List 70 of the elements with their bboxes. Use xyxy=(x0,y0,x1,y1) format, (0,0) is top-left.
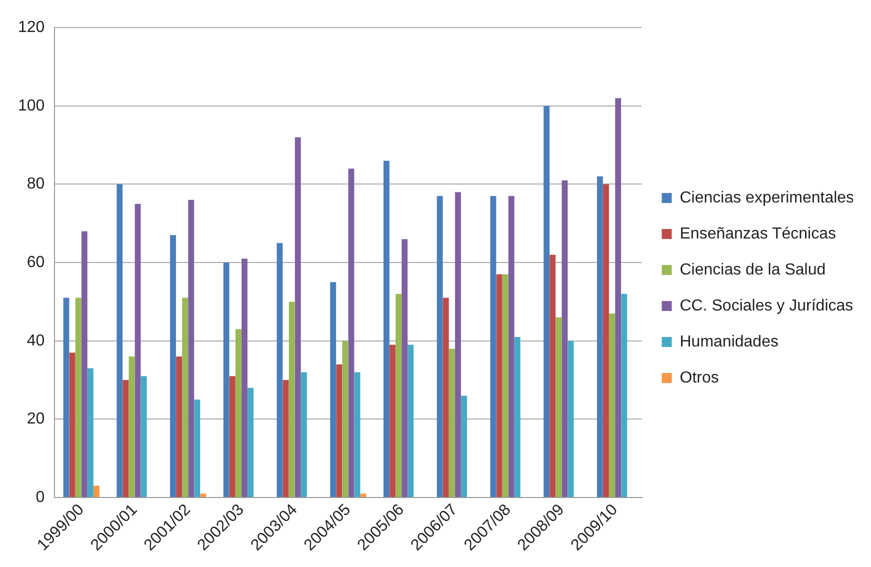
bar xyxy=(354,372,360,498)
bar xyxy=(550,254,556,498)
bar xyxy=(294,137,301,498)
bar xyxy=(248,388,254,498)
bar xyxy=(360,494,366,498)
bar xyxy=(596,176,603,498)
bar xyxy=(514,336,520,498)
bar xyxy=(94,486,100,498)
y-tick-label: 0 xyxy=(36,488,45,506)
bar xyxy=(544,106,550,498)
bar xyxy=(390,344,396,498)
y-tick-label: 20 xyxy=(26,410,45,428)
bar xyxy=(603,184,609,498)
bar xyxy=(396,294,402,498)
bar xyxy=(442,298,449,498)
bar xyxy=(87,368,94,498)
bar xyxy=(200,494,206,498)
bar xyxy=(508,196,514,498)
bar xyxy=(182,298,188,498)
y-tick-label: 80 xyxy=(26,176,45,193)
bar xyxy=(116,184,123,498)
bar xyxy=(621,294,628,498)
bar xyxy=(69,352,76,498)
bar xyxy=(490,196,496,498)
legend-label: Ciencias de la Salud xyxy=(680,261,826,278)
bar xyxy=(188,200,194,498)
legend-label: CC. Sociales y Jurídicas xyxy=(680,297,854,314)
bar xyxy=(223,262,230,498)
legend-label: Enseñanzas Técnicas xyxy=(680,225,836,242)
bar xyxy=(128,356,135,498)
bar xyxy=(176,356,182,498)
bar xyxy=(408,344,414,498)
bar xyxy=(242,258,248,498)
legend-label: Humanidades xyxy=(680,333,778,350)
bar xyxy=(330,282,336,498)
bar xyxy=(75,298,82,498)
bar xyxy=(436,196,443,498)
legend-label: Otros xyxy=(680,369,719,386)
bar xyxy=(194,400,200,498)
bar xyxy=(348,168,354,498)
bar xyxy=(455,192,461,498)
y-tick-label: 120 xyxy=(18,19,45,36)
bar xyxy=(140,376,147,498)
bar xyxy=(615,98,622,498)
bar xyxy=(384,160,390,498)
bar xyxy=(556,317,562,498)
bar xyxy=(448,348,455,498)
bar xyxy=(461,396,467,498)
bar xyxy=(63,298,70,498)
bar xyxy=(300,372,307,498)
bar xyxy=(170,235,176,498)
bar xyxy=(276,242,283,498)
bar xyxy=(236,329,242,498)
bar xyxy=(134,204,141,498)
bar xyxy=(342,340,348,498)
bar xyxy=(502,274,508,498)
bar xyxy=(496,274,502,498)
bar xyxy=(402,239,408,498)
y-tick-label: 40 xyxy=(26,332,45,350)
bar xyxy=(122,380,129,498)
bar xyxy=(336,364,342,498)
bar xyxy=(81,231,88,498)
bar xyxy=(282,380,289,498)
bar xyxy=(562,180,568,498)
bar xyxy=(609,313,616,498)
bar xyxy=(229,376,236,498)
bar xyxy=(568,340,574,498)
bar xyxy=(288,302,295,498)
y-tick-label: 60 xyxy=(26,254,45,271)
y-tick-label: 100 xyxy=(18,97,45,114)
